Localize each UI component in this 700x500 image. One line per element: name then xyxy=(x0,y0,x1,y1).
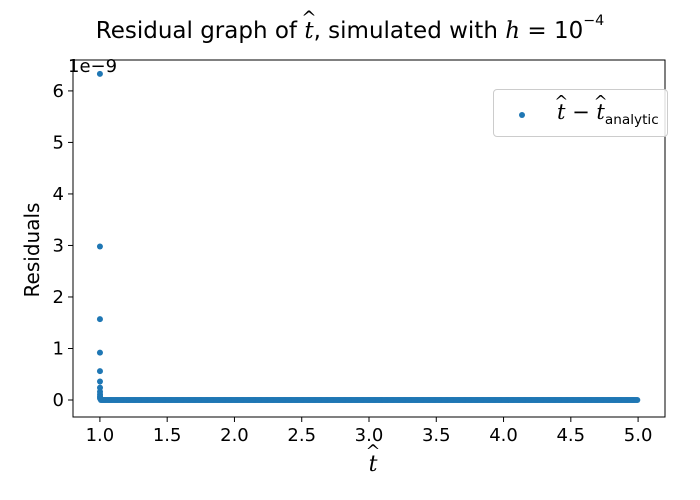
legend-subscript: analytic xyxy=(604,111,659,128)
data-point xyxy=(97,384,104,391)
scatter-points xyxy=(96,70,641,403)
x-tick-label: 3.0 xyxy=(355,425,384,446)
x-tick-label: 2.0 xyxy=(220,425,249,446)
title-variable: t xyxy=(304,18,313,44)
data-point xyxy=(96,378,103,385)
y-tick-label: 6 xyxy=(53,81,64,102)
data-point xyxy=(96,70,103,77)
legend-variable: t xyxy=(557,100,565,124)
legend-minus: − xyxy=(565,100,597,124)
x-tick-label: 1.0 xyxy=(86,425,115,446)
y-axis-label: Residuals xyxy=(20,202,44,298)
y-tick-label: 3 xyxy=(53,235,64,256)
legend: t − tanalytic xyxy=(493,89,668,137)
y-axis-ticks: 0 1 2 3 4 5 6 xyxy=(53,81,73,411)
title-h-symbol: h xyxy=(505,18,521,44)
y-axis-multiplier: 1e−9 xyxy=(68,56,118,77)
data-point xyxy=(96,316,103,323)
chart-title: Residual graph of t, simulated with h = … xyxy=(0,14,700,44)
data-point xyxy=(96,368,103,375)
x-tick-label: 2.5 xyxy=(287,425,316,446)
y-tick-label: 4 xyxy=(53,184,64,205)
title-middle: , simulated with xyxy=(313,18,506,44)
data-point xyxy=(634,397,641,403)
title-prefix: Residual graph of xyxy=(95,18,305,44)
legend-marker xyxy=(519,112,525,118)
x-tick-label: 4.0 xyxy=(489,425,518,446)
x-axis-label: t xyxy=(369,452,378,477)
y-tick-label: 0 xyxy=(53,390,64,411)
x-tick-label: 3.5 xyxy=(422,425,451,446)
title-base: 10 xyxy=(553,18,584,44)
x-tick-label: 5.0 xyxy=(624,425,653,446)
x-tick-label: 1.5 xyxy=(153,425,182,446)
data-point xyxy=(96,243,103,250)
y-tick-label: 2 xyxy=(53,287,64,308)
data-point xyxy=(96,349,103,356)
y-tick-label: 1 xyxy=(53,338,64,359)
x-axis-ticks: 1.0 1.5 2.0 2.5 3.0 3.5 4.0 4.5 5.0 xyxy=(86,417,653,446)
legend-label: t − tanalytic xyxy=(557,100,659,128)
title-equals: = xyxy=(520,18,554,44)
x-tick-label: 4.5 xyxy=(556,425,585,446)
y-tick-label: 5 xyxy=(53,132,64,153)
title-exponent: −4 xyxy=(583,13,605,30)
legend-variable-2: t xyxy=(596,100,604,124)
